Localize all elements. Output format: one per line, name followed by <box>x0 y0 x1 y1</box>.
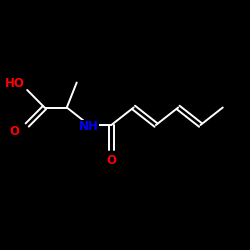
Text: NH: NH <box>79 120 99 133</box>
Text: O: O <box>10 125 20 138</box>
Text: O: O <box>106 154 116 167</box>
Text: HO: HO <box>5 77 25 90</box>
